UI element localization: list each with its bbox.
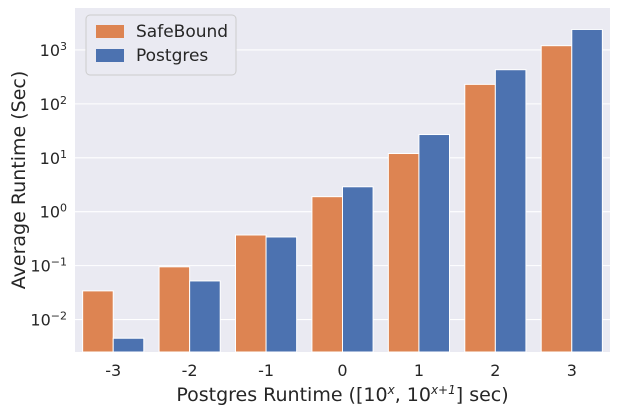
bar-postgres-5 (494, 69, 527, 353)
y-tick-label: 100 (40, 201, 67, 222)
bar-safebound-4 (387, 153, 420, 353)
legend-label-safebound: SafeBound (136, 22, 228, 42)
bars (82, 28, 603, 353)
bar-safebound-5 (464, 83, 496, 353)
x-tick-label: 1 (414, 361, 424, 380)
bar-postgres-1 (189, 280, 221, 353)
y-tick-label: 10−2 (30, 309, 67, 330)
bar-postgres-2 (265, 236, 298, 353)
bar-safebound-3 (311, 196, 343, 353)
bar-postgres-4 (418, 134, 450, 353)
x-tick-label: -2 (182, 361, 198, 380)
legend: SafeBound Postgres (85, 14, 237, 76)
x-tick-label: 3 (567, 361, 577, 380)
legend-swatch-safebound (96, 25, 124, 38)
bar-safebound-1 (158, 266, 191, 353)
x-axis-label: Postgres Runtime ([10x, 10x+1] sec) (176, 383, 508, 406)
legend-label-postgres: Postgres (136, 46, 208, 66)
x-tick-label: -1 (258, 361, 274, 380)
x-tick-label: -3 (105, 361, 121, 380)
y-tick-label: 103 (40, 39, 67, 60)
x-tick-labels: -3 -2 -1 0 1 2 3 (105, 361, 577, 380)
bar-postgres-3 (342, 186, 374, 353)
bar-safebound-2 (235, 234, 267, 353)
bar-safebound-6 (540, 45, 573, 353)
bar-postgres-6 (571, 28, 603, 353)
bar-postgres-0 (112, 337, 145, 353)
y-tick-label: 102 (40, 93, 67, 114)
bar-safebound-0 (82, 290, 114, 353)
x-tick-label: 0 (337, 361, 347, 380)
y-tick-label: 10−1 (30, 255, 67, 276)
x-tick-label: 2 (490, 361, 500, 380)
y-tick-label: 101 (40, 147, 67, 168)
y-axis-label: Average Runtime (Sec) (8, 71, 30, 289)
legend-items: SafeBound Postgres (96, 22, 228, 66)
y-tick-labels: 10−2 10−1 100 101 102 103 (30, 39, 67, 329)
legend-swatch-postgres (96, 49, 124, 62)
